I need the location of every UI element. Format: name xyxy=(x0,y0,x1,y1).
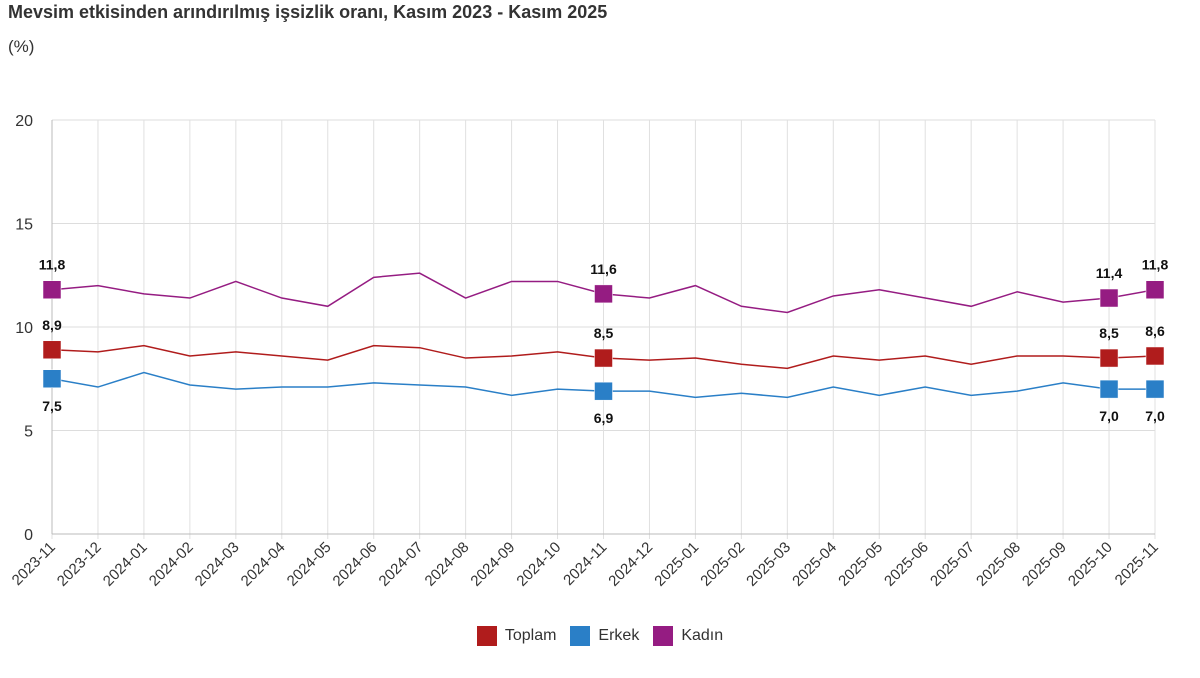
x-tick-label: 2025-03 xyxy=(743,539,794,590)
x-tick-label: 2024-12 xyxy=(605,539,656,590)
data-label: 8,6 xyxy=(1145,323,1165,339)
legend-item-kadın[interactable]: Kadın xyxy=(653,626,723,646)
x-tick-label: 2024-06 xyxy=(330,539,381,590)
y-tick-label: 15 xyxy=(15,217,33,234)
data-label: 11,8 xyxy=(39,257,66,273)
highlighted-marker xyxy=(42,369,62,388)
data-label: 8,9 xyxy=(42,317,62,333)
x-tick-label: 2024-08 xyxy=(421,539,472,590)
x-tick-label: 2025-10 xyxy=(1065,539,1116,590)
highlighted-marker xyxy=(1099,348,1119,368)
legend-swatch xyxy=(653,626,674,646)
highlighted-marker xyxy=(1099,379,1119,399)
data-label: 11,8 xyxy=(1142,257,1169,273)
x-tick-label: 2024-03 xyxy=(192,539,243,590)
x-tick-label: 2025-01 xyxy=(651,539,702,590)
x-tick-label: 2025-06 xyxy=(881,539,932,590)
x-tick-label: 2025-07 xyxy=(927,539,978,590)
legend: Toplam Erkek Kadın xyxy=(0,626,1200,646)
legend-item-toplam[interactable]: Toplam xyxy=(476,626,557,646)
data-label: 7,0 xyxy=(1145,408,1165,424)
y-tick-label: 10 xyxy=(15,320,33,337)
highlighted-marker xyxy=(1099,288,1119,308)
highlighted-marker xyxy=(594,348,613,368)
x-tick-label: 2024-04 xyxy=(238,539,289,590)
data-label: 6,9 xyxy=(594,410,614,426)
data-label: 8,5 xyxy=(1099,325,1119,341)
legend-label: Kadın xyxy=(681,627,724,644)
x-tick-label: 2024-07 xyxy=(376,539,427,590)
legend-swatch xyxy=(476,626,497,646)
x-tick-label: 2024-11 xyxy=(560,539,610,589)
x-tick-label: 2023-12 xyxy=(54,539,105,590)
legend-label: Toplam xyxy=(504,627,557,644)
highlighted-marker xyxy=(1145,379,1165,399)
legend-swatch xyxy=(570,626,591,646)
x-tick-label: 2025-09 xyxy=(1019,539,1070,590)
data-label: 11,6 xyxy=(590,261,617,277)
x-tick-label: 2025-02 xyxy=(697,539,748,590)
y-tick-label: 20 xyxy=(15,113,33,130)
y-tick-label: 0 xyxy=(24,527,33,544)
chart-title: Mevsim etkisinden arındırılmış işsizlik … xyxy=(8,2,608,22)
highlighted-marker xyxy=(594,284,613,304)
legend-item-erkek[interactable]: Erkek xyxy=(570,626,639,646)
data-label: 7,0 xyxy=(1099,408,1119,424)
highlighted-marker xyxy=(42,340,62,360)
highlighted-marker xyxy=(1145,346,1165,366)
highlighted-marker xyxy=(1145,280,1165,299)
legend-label: Erkek xyxy=(598,627,640,644)
highlighted-marker xyxy=(594,381,613,401)
data-label: 7,5 xyxy=(42,398,62,414)
x-tick-label: 2025-08 xyxy=(973,539,1024,590)
x-tick-label: 2025-05 xyxy=(835,539,886,590)
data-label: 8,5 xyxy=(594,325,614,341)
x-tick-label: 2025-04 xyxy=(789,539,840,590)
x-tick-label: 2024-09 xyxy=(467,539,518,590)
y-tick-label: 5 xyxy=(24,424,33,441)
x-tick-label: 2024-01 xyxy=(100,539,151,590)
highlighted-marker xyxy=(42,280,62,299)
chart-unit: (%) xyxy=(8,37,35,56)
x-tick-label: 2025-11 xyxy=(1112,539,1162,589)
x-tick-label: 2024-05 xyxy=(284,539,335,590)
x-tick-label: 2023-11 xyxy=(9,539,59,589)
x-tick-label: 2024-10 xyxy=(513,539,564,590)
data-label: 11,4 xyxy=(1096,265,1123,281)
x-tick-label: 2024-02 xyxy=(146,539,197,590)
